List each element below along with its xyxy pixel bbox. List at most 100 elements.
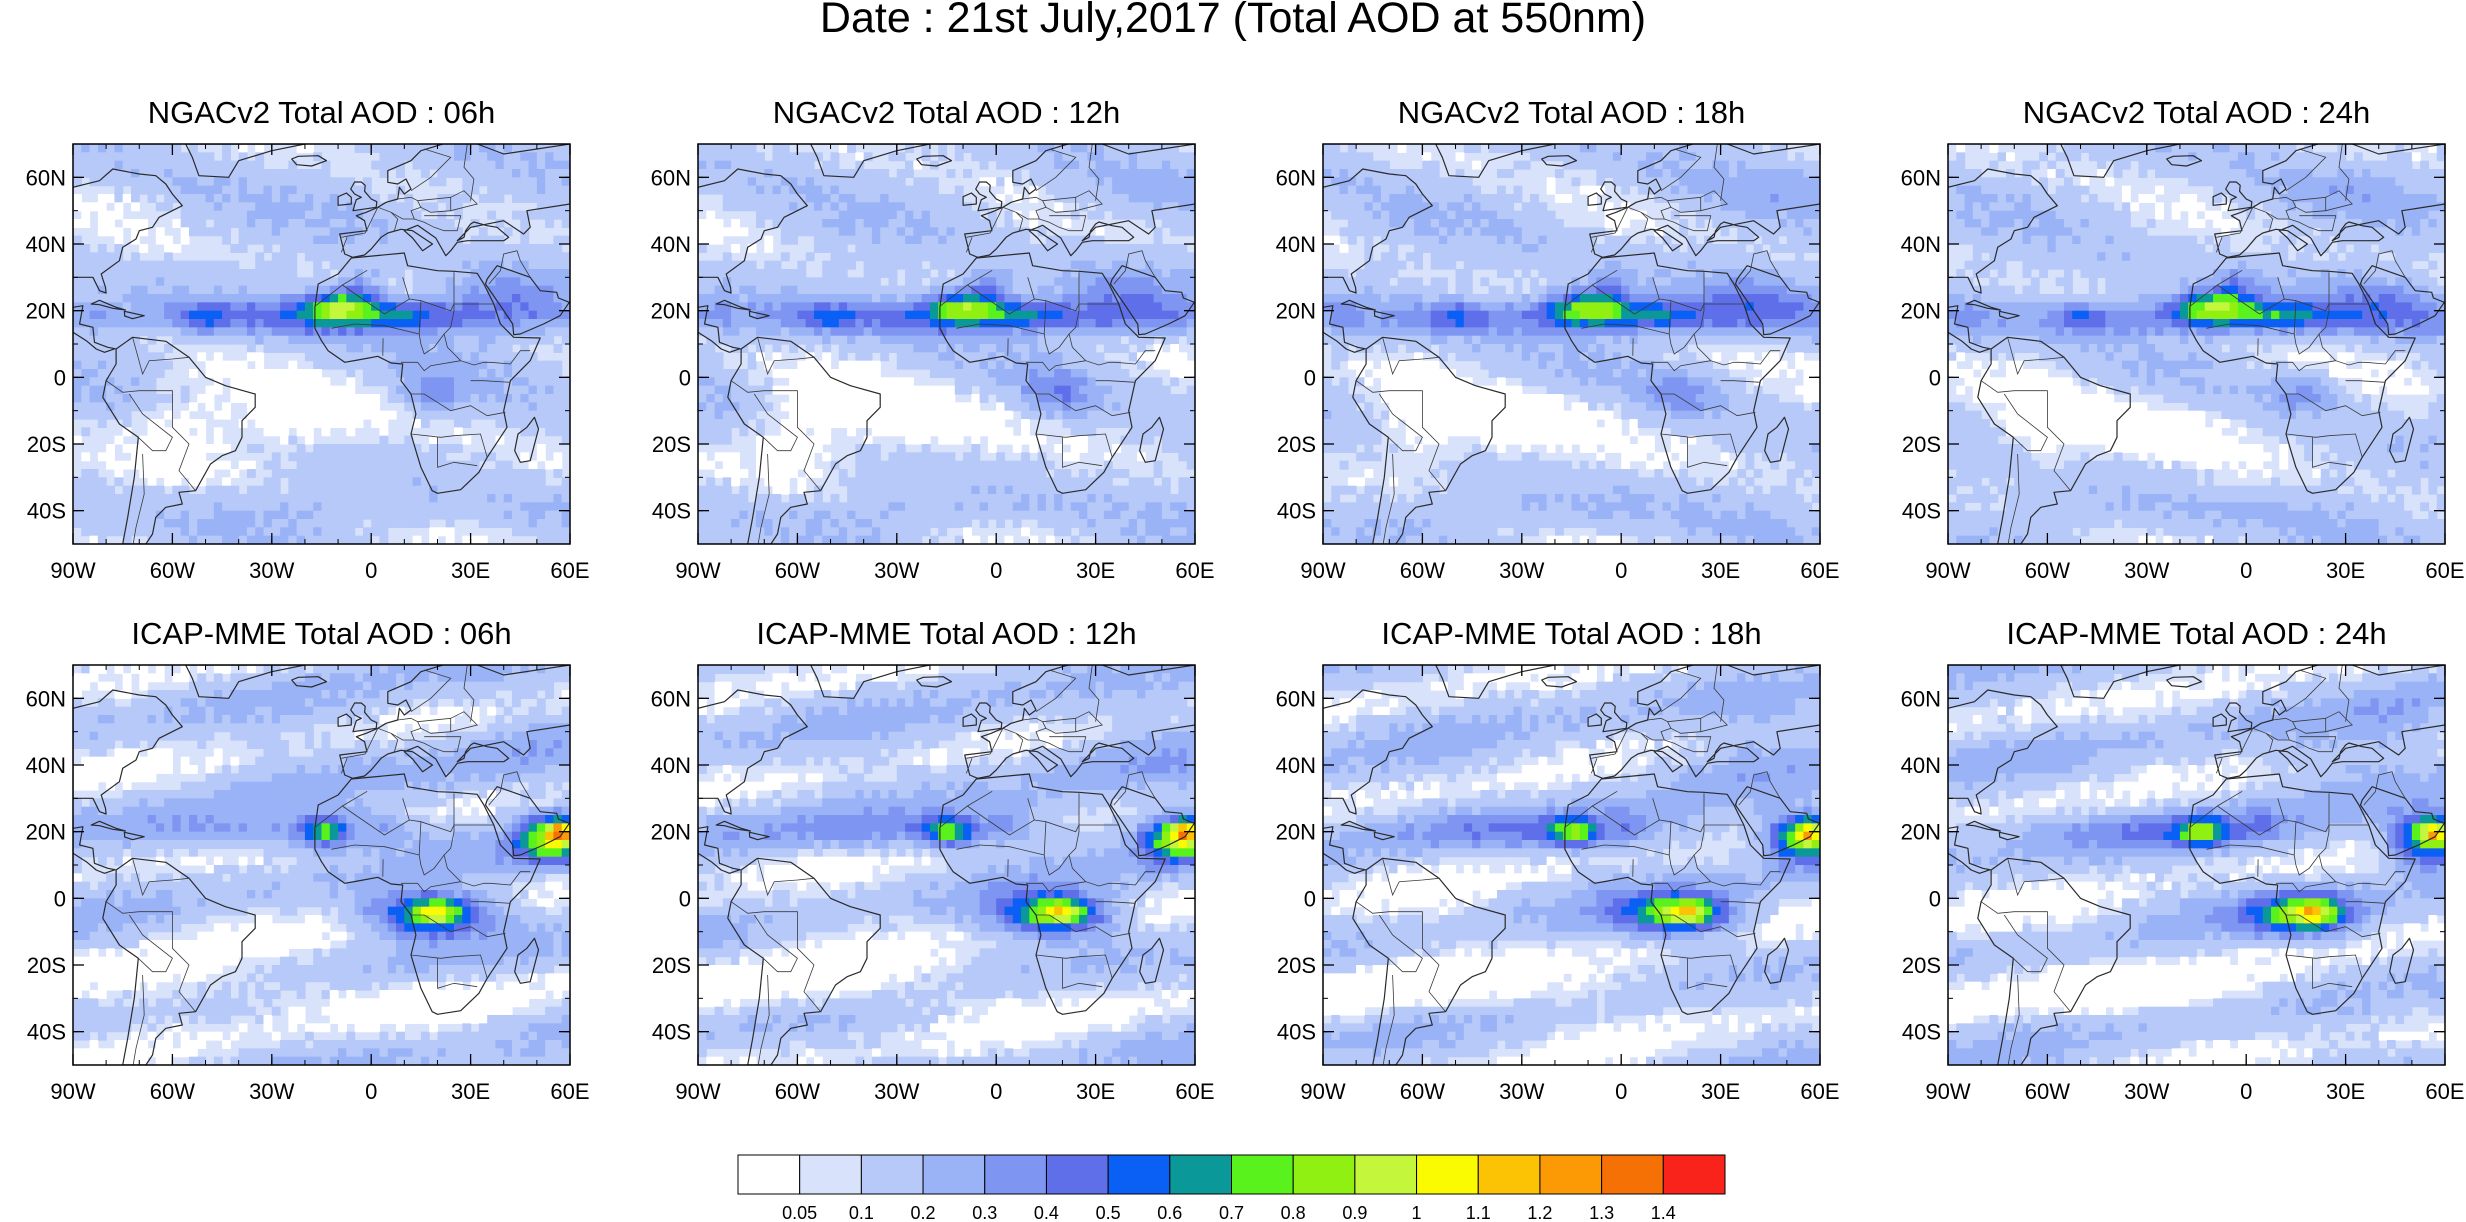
- lon-tick-label: 30E: [1701, 1079, 1740, 1104]
- colorbar-swatch: [1601, 1154, 1664, 1195]
- lat-tick-label: 20S: [652, 953, 691, 978]
- lat-tick-label: 20N: [651, 820, 691, 845]
- aod-field: [1323, 665, 1820, 1065]
- lon-tick-label: 0: [2240, 1079, 2252, 1104]
- colorbar-swatch: [1477, 1154, 1541, 1195]
- lat-tick-label: 0: [54, 365, 66, 390]
- lon-tick-label: 30E: [2326, 558, 2365, 583]
- colorbar-label: 0.7: [1219, 1203, 1244, 1222]
- colorbar-swatch: [1539, 1154, 1603, 1195]
- colorbar-swatch: [737, 1154, 801, 1195]
- colorbar-swatch: [1045, 1154, 1109, 1195]
- lon-tick-label: 0: [1615, 1079, 1627, 1104]
- lon-tick-label: 90W: [1925, 1079, 1970, 1104]
- aod-field: [1948, 665, 2445, 1065]
- coastlines: [1948, 144, 2445, 544]
- coastlines: [1323, 665, 1820, 1065]
- map-panel: ICAP-MME Total AOD : 06h 60N 40N 20N 0 20S 40S…: [26, 616, 590, 1104]
- colorbar-label: 0.1: [849, 1203, 874, 1222]
- lon-tick-label: 60E: [2425, 558, 2464, 583]
- lat-tick-label: 20S: [1902, 953, 1941, 978]
- lat-tick-label: 40N: [26, 232, 66, 257]
- lon-tick-label: 0: [990, 558, 1002, 583]
- lon-tick-label: 60W: [2025, 1079, 2070, 1104]
- colorbar-label: 0.6: [1157, 1203, 1182, 1222]
- lat-tick-label: 20N: [1276, 299, 1316, 324]
- colorbar-swatch: [1416, 1154, 1479, 1195]
- lat-tick-label: 20N: [26, 820, 66, 845]
- lat-tick-label: 40S: [1277, 499, 1316, 524]
- lat-tick-label: 0: [1929, 886, 1941, 911]
- lon-tick-label: 30W: [874, 558, 919, 583]
- lat-tick-label: 60N: [1276, 686, 1316, 711]
- colorbar-label: 0.5: [1096, 1203, 1121, 1222]
- lat-tick-label: 40N: [651, 232, 691, 257]
- map-panel: NGACv2 Total AOD : 12h 60N 40N 20N 0 20S 40S 90…: [651, 95, 1215, 583]
- lon-tick-label: 60W: [150, 558, 195, 583]
- lat-tick-label: 0: [1929, 365, 1941, 390]
- colorbar-label: 1.1: [1466, 1203, 1491, 1222]
- lon-tick-label: 30W: [249, 1079, 294, 1104]
- lat-tick-label: 20N: [1276, 820, 1316, 845]
- lat-tick-label: 20S: [1902, 432, 1941, 457]
- lat-tick-label: 20N: [651, 299, 691, 324]
- lat-tick-label: 60N: [1901, 686, 1941, 711]
- lon-tick-label: 0: [365, 1079, 377, 1104]
- colorbar-label: 1.2: [1527, 1203, 1552, 1222]
- lon-tick-label: 30W: [1499, 558, 1544, 583]
- colorbar-swatch: [984, 1154, 1047, 1195]
- lon-tick-label: 60W: [1400, 558, 1445, 583]
- lon-tick-label: 90W: [50, 1079, 95, 1104]
- lat-tick-label: 20S: [27, 953, 66, 978]
- lon-tick-label: 30W: [2124, 558, 2169, 583]
- map-panels: NGACv2 Total AOD : 06h 60N 40N 20N 0 20S 40S 90…: [26, 95, 2465, 1104]
- lon-tick-label: 60E: [1175, 1079, 1214, 1104]
- lat-tick-label: 60N: [1901, 165, 1941, 190]
- colorbar-label: 0.05: [782, 1203, 817, 1222]
- lon-tick-label: 30E: [451, 1079, 490, 1104]
- lat-tick-label: 60N: [651, 165, 691, 190]
- lon-tick-label: 90W: [1925, 558, 1970, 583]
- map-panel: ICAP-MME Total AOD : 12h 60N 40N 20N 0 20S 40S…: [651, 616, 1215, 1104]
- lon-tick-label: 30E: [1701, 558, 1740, 583]
- colorbar-label: 0.8: [1281, 1203, 1306, 1222]
- lat-tick-label: 0: [54, 886, 66, 911]
- lon-tick-label: 60W: [2025, 558, 2070, 583]
- lat-tick-label: 0: [1304, 886, 1316, 911]
- colorbar-swatch: [1107, 1154, 1171, 1195]
- lon-tick-label: 30W: [874, 1079, 919, 1104]
- panel-title: NGACv2 Total AOD : 18h: [1398, 95, 1745, 130]
- colorbar-swatch: [1662, 1154, 1726, 1195]
- lat-tick-label: 20N: [26, 299, 66, 324]
- lat-tick-label: 40N: [1901, 753, 1941, 778]
- lon-tick-label: 60E: [1175, 558, 1214, 583]
- colorbar-swatch: [1354, 1154, 1418, 1195]
- lon-tick-label: 0: [2240, 558, 2252, 583]
- lat-tick-label: 20S: [652, 432, 691, 457]
- aod-field: [73, 665, 570, 1065]
- lat-tick-label: 20S: [27, 432, 66, 457]
- colorbar-label: 1.3: [1589, 1203, 1614, 1222]
- map-panel: NGACv2 Total AOD : 06h 60N 40N 20N 0 20S 40S 90…: [26, 95, 590, 583]
- lon-tick-label: 30E: [1076, 558, 1115, 583]
- lat-tick-label: 40S: [27, 499, 66, 524]
- aod-field: [1948, 144, 2445, 544]
- panel-title: ICAP-MME Total AOD : 06h: [131, 616, 511, 651]
- lat-tick-label: 20N: [1901, 299, 1941, 324]
- lon-tick-label: 30W: [2124, 1079, 2169, 1104]
- lat-tick-label: 40N: [1901, 232, 1941, 257]
- lon-tick-label: 60W: [150, 1079, 195, 1104]
- lat-tick-label: 60N: [26, 165, 66, 190]
- lat-tick-label: 0: [679, 365, 691, 390]
- lat-tick-label: 40S: [27, 1020, 66, 1045]
- lon-tick-label: 90W: [675, 558, 720, 583]
- map-panel: ICAP-MME Total AOD : 24h 60N 40N 20N 0 20S 40S…: [1901, 616, 2465, 1104]
- lat-tick-label: 40S: [1902, 499, 1941, 524]
- lon-tick-label: 0: [365, 558, 377, 583]
- panel-title: ICAP-MME Total AOD : 18h: [1381, 616, 1761, 651]
- lat-tick-label: 20N: [1901, 820, 1941, 845]
- lat-tick-label: 60N: [26, 686, 66, 711]
- lat-tick-label: 40N: [26, 753, 66, 778]
- panel-title: NGACv2 Total AOD : 12h: [773, 95, 1120, 130]
- colorbar: 0.05 0.1 0.2 0.3 0.4 0.5 0.6 0.7 0.8 0.9 1 1.1 1.2 1.…: [737, 1154, 1726, 1222]
